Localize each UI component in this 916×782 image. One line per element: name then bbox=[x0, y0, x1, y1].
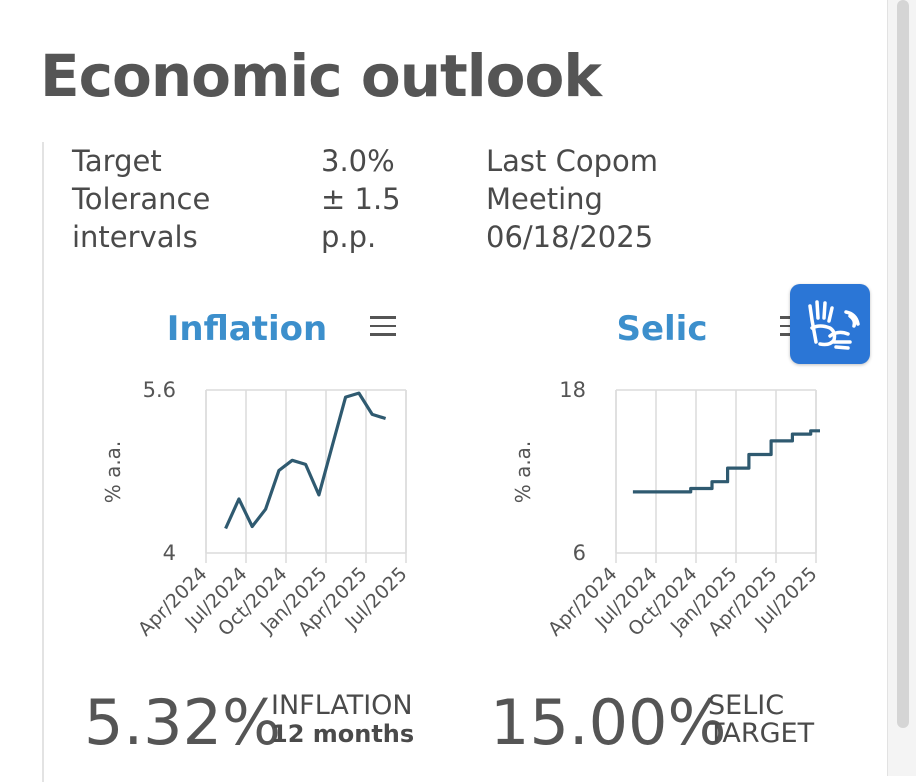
scrollbar-track[interactable] bbox=[887, 0, 916, 776]
y-axis-label: % a.a. bbox=[101, 441, 125, 504]
scrollbar-thumb[interactable] bbox=[897, 0, 909, 728]
y-tick-label: 4 bbox=[163, 541, 176, 565]
selic-plot-area: Apr/2024Jul/2024Oct/2024Jan/2025Apr/2025… bbox=[511, 378, 822, 640]
series-line bbox=[633, 431, 820, 492]
page-title: Economic outlook bbox=[40, 42, 601, 110]
inflation-chart: Inflation Apr/2024Jul/2024Oct/2024Jan/20… bbox=[60, 290, 460, 680]
accessibility-button[interactable] bbox=[790, 284, 870, 364]
hamburger-menu-icon[interactable] bbox=[370, 316, 396, 342]
y-tick-label: 6 bbox=[573, 541, 586, 565]
content-divider bbox=[42, 142, 44, 782]
selic-headline-label: SELIC TARGET bbox=[708, 692, 814, 748]
series-line bbox=[226, 393, 386, 528]
inflation-headline-label: INFLATION 12 months bbox=[271, 692, 414, 748]
selic-headline-value: 15.00% bbox=[490, 686, 726, 759]
y-axis-label: % a.a. bbox=[511, 441, 535, 504]
chart-title: Inflation bbox=[167, 309, 327, 349]
y-tick-label: 18 bbox=[559, 378, 586, 402]
inflation-headline-value: 5.32% bbox=[84, 686, 281, 759]
sign-language-hands-icon bbox=[790, 284, 870, 364]
y-tick-label: 5.6 bbox=[143, 378, 176, 402]
inflation-plot-area: Apr/2024Jul/2024Oct/2024Jan/2025Apr/2025… bbox=[101, 378, 412, 640]
chart-title: Selic bbox=[616, 309, 707, 349]
